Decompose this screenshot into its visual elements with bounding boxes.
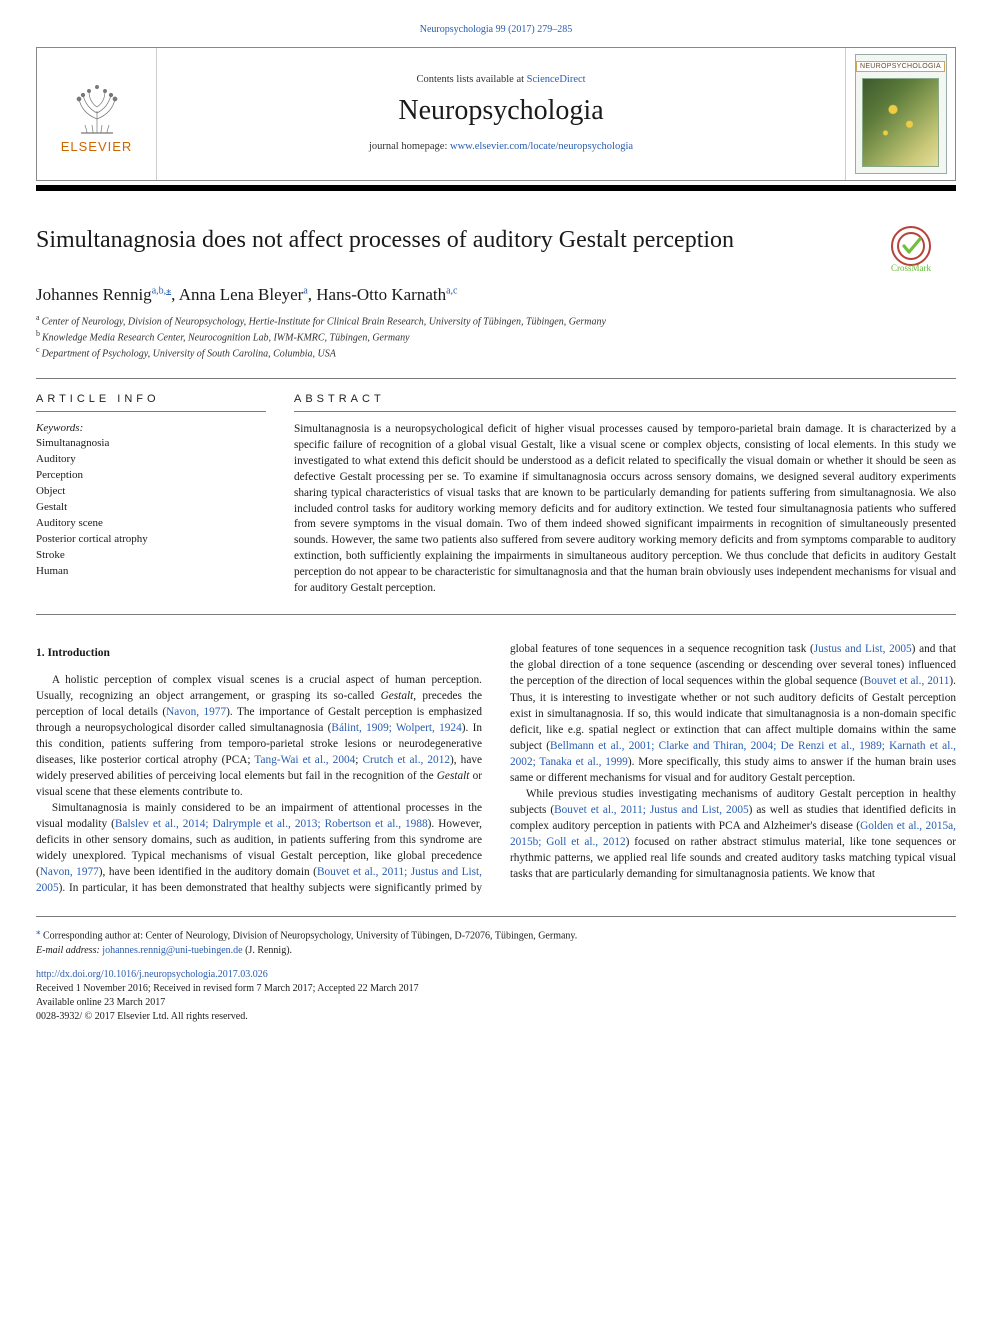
cover-label: NEUROPSYCHOLOGIA — [856, 61, 945, 72]
keywords-list: Simultanagnosia Auditory Perception Obje… — [36, 436, 266, 579]
author-corresponding-marker[interactable]: ⁎ — [166, 285, 171, 296]
author-name: Anna Lena Bleyer — [179, 285, 304, 304]
cover-thumbnail-block: NEUROPSYCHOLOGIA — [845, 48, 955, 180]
abstract-text: Simultanagnosia is a neuropsychological … — [294, 422, 956, 596]
affiliation-line: cDepartment of Psychology, University of… — [36, 345, 956, 361]
citation-link[interactable]: Justus and List, 2005 — [814, 643, 912, 655]
body-paragraph: A holistic perception of complex visual … — [36, 672, 482, 800]
info-rule — [36, 411, 266, 412]
journal-homepage-link[interactable]: www.elsevier.com/locate/neuropsychologia — [450, 141, 633, 152]
citation-link[interactable]: Navon, 1977 — [40, 866, 99, 878]
abstract-block: ABSTRACT Simultanagnosia is a neuropsych… — [294, 393, 956, 596]
publisher-logo-block: ELSEVIER — [37, 48, 157, 180]
affiliation-line: aCenter of Neurology, Division of Neurop… — [36, 313, 956, 329]
article-info-block: ARTICLE INFO Keywords: Simultanagnosia A… — [36, 393, 266, 596]
citation-link[interactable]: Balslev et al., 2014; Dalrymple et al., … — [115, 818, 428, 830]
citation-link[interactable]: Tang-Wai et al., 2004 — [254, 754, 355, 766]
doi-link[interactable]: http://dx.doi.org/10.1016/j.neuropsychol… — [36, 969, 268, 980]
keyword: Human — [36, 564, 266, 580]
keyword: Simultanagnosia — [36, 436, 266, 452]
citation-link[interactable]: Bouvet et al., 2011; Justus and List, 20… — [554, 804, 749, 816]
keyword: Auditory scene — [36, 516, 266, 532]
publisher-name: ELSEVIER — [61, 139, 133, 154]
breadcrumb-link[interactable]: Neuropsychologia 99 (2017) 279–285 — [420, 24, 572, 35]
keyword: Posterior cortical atrophy — [36, 532, 266, 548]
contents-line: Contents lists available at ScienceDirec… — [165, 74, 837, 85]
author-affil-link[interactable]: a,b, — [152, 285, 166, 296]
author-affil-link[interactable]: a — [303, 285, 307, 296]
author-name: Johannes Rennig — [36, 285, 152, 304]
corresponding-author-footnote: ⁎ Corresponding author at: Center of Neu… — [36, 925, 956, 943]
author-list: Johannes Renniga,b,⁎, Anna Lena Bleyera,… — [36, 285, 956, 305]
author-name: Hans-Otto Karnath — [316, 285, 446, 304]
section-rule — [36, 378, 956, 379]
cover-art — [862, 78, 939, 167]
keyword: Gestalt — [36, 500, 266, 516]
crossmark-badge[interactable]: CrossMark — [866, 225, 956, 273]
masthead-center: Contents lists available at ScienceDirec… — [157, 48, 845, 180]
article-title: Simultanagnosia does not affect processe… — [36, 225, 866, 255]
citation-link[interactable]: Bouvet et al., 2011 — [864, 675, 950, 687]
sciencedirect-link[interactable]: ScienceDirect — [527, 74, 586, 85]
keyword: Object — [36, 484, 266, 500]
journal-name: Neuropsychologia — [165, 95, 837, 127]
abstract-heading: ABSTRACT — [294, 393, 956, 405]
keyword: Auditory — [36, 452, 266, 468]
crossmark-icon — [890, 225, 932, 267]
available-online: Available online 23 March 2017 — [36, 996, 956, 1010]
homepage-line: journal homepage: www.elsevier.com/locat… — [165, 141, 837, 152]
citation-link[interactable]: Navon, 1977 — [166, 706, 226, 718]
elsevier-tree-icon — [67, 75, 127, 135]
keyword: Stroke — [36, 548, 266, 564]
keywords-label: Keywords: — [36, 422, 266, 434]
citation-link[interactable]: Bálint, 1909; Wolpert, 1924 — [331, 722, 461, 734]
email-footnote: E-mail address: johannes.rennig@uni-tueb… — [36, 944, 956, 958]
affiliation-line: bKnowledge Media Research Center, Neuroc… — [36, 329, 956, 345]
keyword: Perception — [36, 468, 266, 484]
section-heading: 1. Introduction — [36, 645, 482, 661]
author-email-link[interactable]: johannes.rennig@uni-tuebingen.de — [102, 945, 242, 956]
journal-masthead: ELSEVIER Contents lists available at Sci… — [36, 47, 956, 181]
article-dates: Received 1 November 2016; Received in re… — [36, 982, 956, 996]
article-body: 1. Introduction A holistic perception of… — [36, 641, 956, 896]
crossmark-label: CrossMark — [866, 263, 956, 273]
author-affil-link[interactable]: a,c — [446, 285, 457, 296]
doi-block: http://dx.doi.org/10.1016/j.neuropsychol… — [36, 968, 956, 1024]
footnotes-block: ⁎ Corresponding author at: Center of Neu… — [36, 916, 956, 957]
affiliations: aCenter of Neurology, Division of Neurop… — [36, 313, 956, 360]
breadcrumb: Neuropsychologia 99 (2017) 279–285 — [36, 24, 956, 35]
masthead-underline — [36, 185, 956, 191]
section-rule — [36, 614, 956, 615]
citation-link[interactable]: Crutch et al., 2012 — [363, 754, 451, 766]
abstract-rule — [294, 411, 956, 412]
body-paragraph: While previous studies investigating mec… — [510, 786, 956, 882]
journal-cover-thumbnail: NEUROPSYCHOLOGIA — [855, 54, 947, 174]
article-info-heading: ARTICLE INFO — [36, 393, 266, 405]
issn-copyright: 0028-3932/ © 2017 Elsevier Ltd. All righ… — [36, 1010, 956, 1024]
